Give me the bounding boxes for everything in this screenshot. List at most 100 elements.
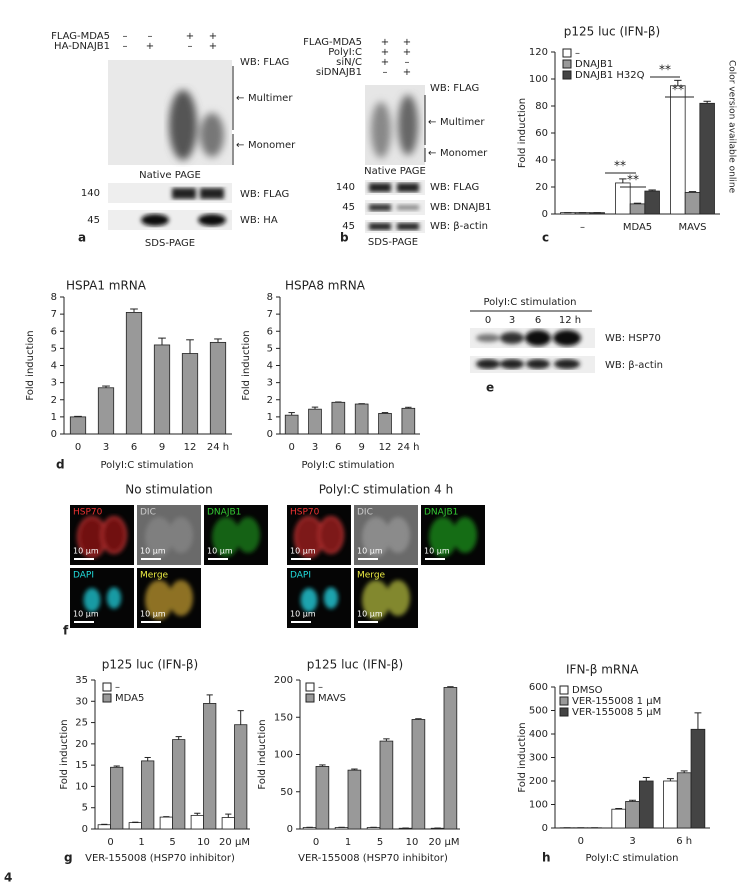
bar bbox=[110, 766, 124, 830]
y-axis-label: Fold induction bbox=[59, 719, 70, 789]
y-tick-label: 500 bbox=[529, 706, 548, 717]
legend-label: DNAJB1 bbox=[575, 59, 613, 70]
x-tick-label: 1 bbox=[138, 837, 144, 848]
wb-label: WB: HA bbox=[240, 215, 278, 226]
bar bbox=[401, 407, 416, 435]
cell bbox=[386, 517, 410, 553]
lane-sign: – bbox=[188, 41, 193, 52]
legend-swatch bbox=[559, 707, 569, 717]
scale-bar-label: 10 μm bbox=[207, 547, 233, 556]
legend-label: MDA5 bbox=[115, 693, 144, 704]
legend-swatch bbox=[562, 59, 572, 69]
chart-title: IFN-β mRNA bbox=[566, 663, 639, 677]
gel-label: SDS-PAGE bbox=[145, 238, 195, 249]
scale-bar-label: 10 μm bbox=[290, 547, 316, 556]
mw-label: 140 bbox=[81, 188, 100, 199]
bar bbox=[69, 416, 87, 435]
tile-label: DNAJB1 bbox=[207, 508, 241, 518]
legend-label: DMSO bbox=[572, 685, 603, 696]
x-tick-label: MDA5 bbox=[623, 222, 652, 233]
panel-letter: d bbox=[56, 458, 65, 472]
cells bbox=[300, 587, 339, 612]
bar bbox=[629, 203, 646, 215]
cell bbox=[106, 587, 122, 609]
tile-label: HSP70 bbox=[290, 508, 320, 518]
scale-bar-label: 10 μm bbox=[140, 547, 166, 556]
bar bbox=[411, 719, 426, 830]
error-bar bbox=[633, 202, 642, 204]
tile-label: DIC bbox=[357, 508, 373, 518]
y-tick-label: 2 bbox=[51, 395, 57, 406]
cell bbox=[145, 580, 173, 620]
error-bar bbox=[158, 337, 166, 345]
cells bbox=[77, 516, 127, 558]
bar bbox=[153, 344, 171, 435]
y-tick-label: 20 bbox=[535, 182, 548, 193]
bar bbox=[97, 824, 111, 830]
annotation: ** bbox=[614, 159, 626, 173]
tile-label: HSP70 bbox=[73, 508, 103, 518]
cell bbox=[169, 580, 193, 616]
y-tick-label: 4 bbox=[267, 361, 273, 372]
error-bar bbox=[642, 776, 650, 781]
chart-title: p125 luc (IFN-β) bbox=[564, 25, 660, 39]
scale-bar-label: 10 μm bbox=[357, 610, 383, 619]
x-tick-label: 6 bbox=[335, 442, 341, 453]
wb-label: WB: DNAJB1 bbox=[430, 202, 492, 213]
annotation: ** bbox=[672, 83, 684, 97]
bar bbox=[347, 769, 362, 830]
x-tick-label: 0 bbox=[578, 836, 584, 847]
error-bar bbox=[288, 412, 295, 416]
bar bbox=[684, 191, 701, 215]
y-tick-label: 120 bbox=[529, 47, 548, 58]
band-label: Multimer bbox=[440, 117, 485, 128]
x-tick-label: 20 μM bbox=[219, 837, 250, 848]
y-tick-label: 100 bbox=[529, 74, 548, 85]
error-bar bbox=[694, 712, 702, 730]
bar bbox=[128, 822, 142, 830]
bar bbox=[209, 341, 227, 435]
chart-title: HSPA1 mRNA bbox=[66, 279, 147, 293]
y-tick-label: 50 bbox=[280, 787, 293, 798]
bar bbox=[315, 766, 330, 830]
x-tick-label: 5 bbox=[377, 837, 383, 848]
band-label: Multimer bbox=[248, 93, 293, 104]
x-axis-label: VER-155008 (HSP70 inhibitor) bbox=[85, 853, 235, 864]
lane-sign: – bbox=[405, 57, 410, 68]
legend-label: DNAJB1 H32Q bbox=[575, 70, 645, 81]
lane-label: 6 bbox=[535, 315, 541, 326]
error-bar bbox=[351, 768, 358, 771]
wb-label: WB: FLAG bbox=[240, 189, 289, 200]
y-tick-label: 5 bbox=[267, 343, 273, 354]
y-tick-label: 4 bbox=[51, 361, 57, 372]
side-note: Color version available online bbox=[727, 60, 737, 194]
lane-sign: + bbox=[403, 67, 411, 78]
error-bar bbox=[629, 799, 636, 802]
x-axis-label: PolyI:C stimulation bbox=[585, 853, 678, 864]
bar bbox=[690, 728, 706, 829]
error-bar bbox=[619, 178, 627, 183]
error-bar bbox=[130, 308, 138, 313]
y-tick-label: 100 bbox=[529, 800, 548, 811]
y-axis-label: Fold induction bbox=[25, 330, 36, 400]
x-tick-label: 10 bbox=[197, 837, 210, 848]
error-bar bbox=[194, 812, 201, 816]
y-tick-label: 8 bbox=[51, 292, 57, 303]
lane-label: FLAG-MDA5 bbox=[51, 31, 110, 42]
y-tick-label: 200 bbox=[274, 675, 293, 686]
bar bbox=[331, 401, 346, 435]
cells bbox=[429, 517, 477, 557]
wb-label: WB: FLAG bbox=[240, 57, 289, 68]
bands bbox=[169, 90, 224, 160]
error-bar bbox=[703, 100, 711, 104]
bar bbox=[234, 724, 248, 830]
error-bar bbox=[186, 339, 194, 354]
x-tick-label: 24 h bbox=[207, 442, 229, 453]
y-axis-label: Fold induction bbox=[241, 330, 252, 400]
bar bbox=[308, 408, 322, 435]
bar bbox=[354, 403, 369, 435]
cell bbox=[83, 588, 101, 612]
x-axis-label: VER-155008 (HSP70 inhibitor) bbox=[298, 853, 448, 864]
x-tick-label: 9 bbox=[358, 442, 364, 453]
